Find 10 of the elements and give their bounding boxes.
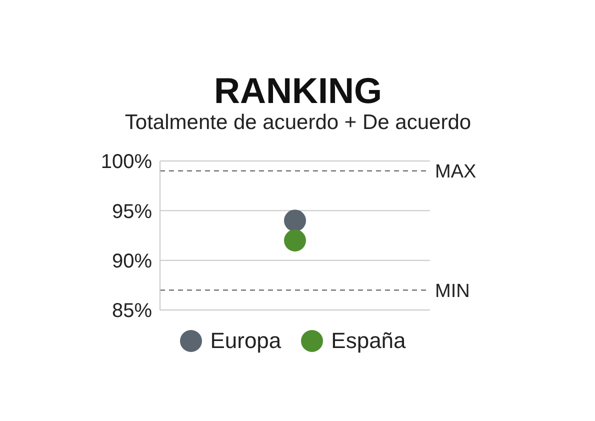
legend-label: Europa [209,328,282,354]
chart-subtitle: Totalmente de acuerdo + De acuerdo [124,111,472,135]
y-tick-label: 100% [100,151,152,174]
chart-title: RANKING [213,70,383,112]
y-tick-label: 90% [112,250,152,272]
ref-line-label: MAX [435,162,476,183]
ref-line-label: MIN [435,280,470,302]
legend-label: España [330,328,406,354]
y-tick-label: 85% [112,300,152,322]
y-tick-label: 95% [112,200,152,223]
